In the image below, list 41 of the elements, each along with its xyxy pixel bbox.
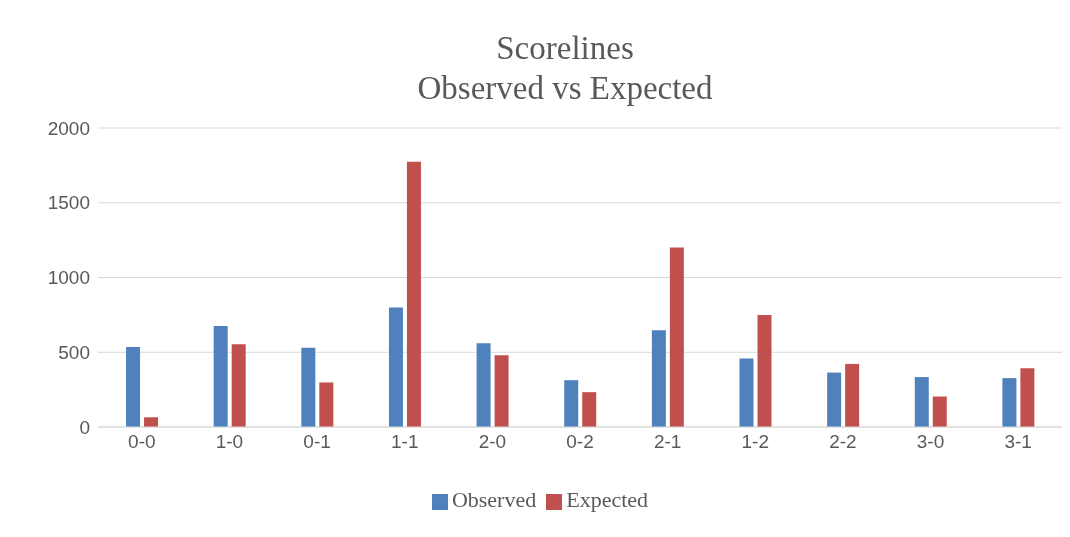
legend-label: Expected — [566, 487, 649, 512]
bar — [669, 247, 684, 427]
bar — [494, 355, 509, 427]
x-tick-label: 2-2 — [829, 431, 857, 453]
bar — [213, 325, 228, 427]
x-tick-label: 1-2 — [741, 431, 770, 453]
bar — [827, 372, 842, 427]
x-tick-label: 2-0 — [478, 431, 507, 453]
bar — [319, 382, 334, 427]
bar — [476, 343, 491, 427]
x-tick-label: 1-0 — [215, 431, 244, 453]
chart-title: Scorelines Observed vs Expected — [416, 29, 714, 108]
bar — [388, 307, 403, 427]
bar — [651, 330, 666, 427]
bar — [1002, 378, 1017, 427]
bar — [932, 396, 947, 427]
x-tick-label: 0-1 — [303, 431, 331, 453]
bar — [144, 417, 159, 427]
y-tick-label: 500 — [58, 341, 90, 363]
y-tick-label: 2000 — [47, 117, 90, 139]
x-tick-label: 3-0 — [916, 431, 945, 453]
bar — [406, 161, 421, 427]
x-tick-label: 1-1 — [390, 431, 419, 453]
bar — [757, 315, 772, 427]
bar — [914, 377, 929, 427]
bar — [582, 392, 597, 427]
x-tick-label: 3-1 — [1004, 431, 1032, 453]
y-tick-label: 1500 — [47, 192, 90, 214]
x-tick-label: 0-0 — [128, 431, 156, 453]
x-tick-label: 2-1 — [653, 431, 682, 453]
bar — [301, 347, 316, 427]
bar — [126, 347, 141, 427]
bar — [564, 380, 579, 427]
bar — [1020, 368, 1035, 427]
y-tick-label: 0 — [79, 416, 90, 438]
x-tick-label: 0-2 — [566, 431, 594, 453]
bar — [845, 363, 860, 427]
bar — [739, 358, 754, 427]
y-tick-label: 1000 — [47, 267, 90, 289]
bar — [231, 344, 246, 427]
legend-label: Observed — [451, 487, 537, 512]
